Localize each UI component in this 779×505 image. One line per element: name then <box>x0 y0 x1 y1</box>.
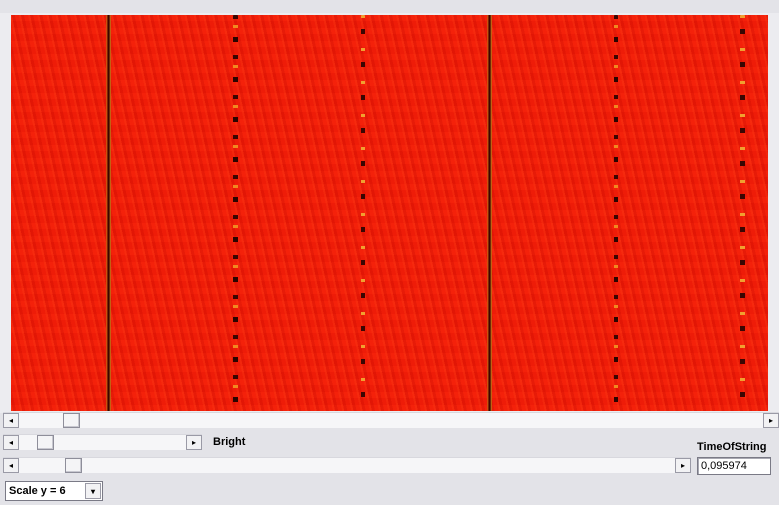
time-of-string-input[interactable]: 0,095974 <box>697 457 771 475</box>
bright-label: Bright <box>213 436 246 448</box>
scrollbar-track[interactable] <box>19 458 675 473</box>
scrollbar-thumb[interactable] <box>63 413 80 428</box>
bright-slider[interactable]: ◂ ▸ <box>3 434 202 450</box>
scroll-right-arrow-icon[interactable]: ▸ <box>763 413 779 428</box>
signal-trace <box>614 15 618 411</box>
chevron-down-icon[interactable]: ▾ <box>85 483 101 499</box>
spectrogram-canvas[interactable] <box>11 15 768 411</box>
scroll-right-arrow-icon[interactable]: ▸ <box>675 458 691 473</box>
scrollbar-track[interactable] <box>19 413 763 428</box>
scale-y-select[interactable]: Scale y = 6 ▾ <box>5 481 103 501</box>
signal-trace <box>740 15 745 411</box>
signal-trace <box>487 15 492 411</box>
time-slider[interactable]: ◂ ▸ <box>3 457 691 473</box>
scale-y-value: Scale y = 6 <box>9 485 66 497</box>
scrollbar-track[interactable] <box>19 435 186 450</box>
top-toolbar-strip <box>0 0 779 14</box>
scroll-left-arrow-icon[interactable]: ◂ <box>3 458 19 473</box>
signal-trace <box>106 15 111 411</box>
scroll-left-arrow-icon[interactable]: ◂ <box>3 413 19 428</box>
scroll-left-arrow-icon[interactable]: ◂ <box>3 435 19 450</box>
bright-slider-thumb[interactable] <box>37 435 54 450</box>
time-slider-thumb[interactable] <box>65 458 82 473</box>
signal-trace <box>233 15 238 411</box>
spectrogram-view <box>0 13 779 413</box>
scroll-right-arrow-icon[interactable]: ▸ <box>186 435 202 450</box>
signal-trace <box>361 15 365 411</box>
main-horizontal-scrollbar[interactable]: ◂ ▸ <box>3 412 779 428</box>
time-of-string-label: TimeOfString <box>697 441 767 453</box>
